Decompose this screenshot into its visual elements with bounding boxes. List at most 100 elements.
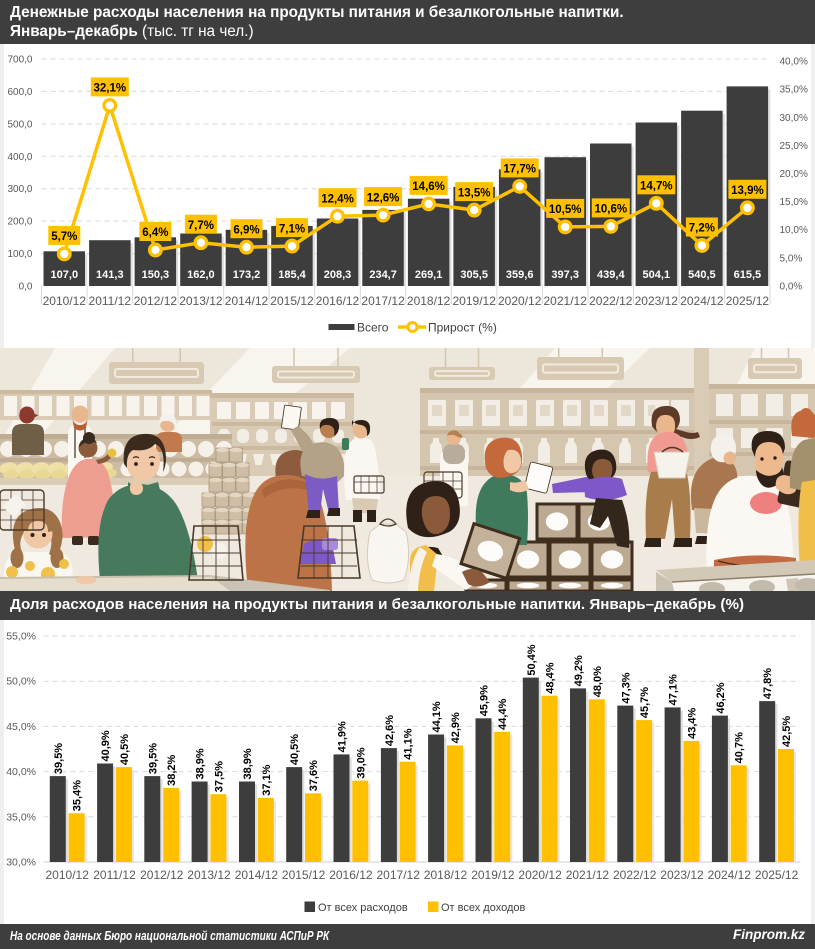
svg-text:15,0%: 15,0% [780,197,808,208]
svg-text:2021/12: 2021/12 [566,868,610,882]
svg-text:2020/12: 2020/12 [518,868,562,882]
svg-text:141,3: 141,3 [96,269,124,281]
svg-text:2011/12: 2011/12 [93,868,136,882]
svg-text:42,5%: 42,5% [781,716,793,747]
svg-text:269,1: 269,1 [415,269,443,281]
svg-text:2016/12: 2016/12 [329,868,373,882]
svg-text:20,0%: 20,0% [780,169,808,180]
svg-text:540,5: 540,5 [688,269,716,281]
svg-text:Всего: Всего [357,321,389,335]
svg-text:500,0: 500,0 [7,119,32,130]
svg-text:2012/12: 2012/12 [140,868,184,882]
svg-text:От всех расходов: От всех расходов [318,902,408,914]
svg-text:439,4: 439,4 [597,269,625,281]
svg-text:10,5%: 10,5% [549,204,582,216]
svg-text:49,2%: 49,2% [573,655,585,686]
svg-text:46,2%: 46,2% [715,682,727,713]
svg-text:2014/12: 2014/12 [235,868,279,882]
svg-text:13,9%: 13,9% [731,185,764,197]
svg-text:45,9%: 45,9% [479,685,491,716]
svg-text:600,0: 600,0 [7,87,32,98]
svg-text:41,9%: 41,9% [337,721,349,752]
svg-text:50,4%: 50,4% [526,644,538,675]
svg-text:2020/12: 2020/12 [498,294,542,308]
svg-text:359,6: 359,6 [506,269,534,281]
svg-text:185,4: 185,4 [278,269,306,281]
svg-text:38,2%: 38,2% [166,754,178,785]
svg-text:39,0%: 39,0% [355,747,367,778]
svg-text:35,0%: 35,0% [780,85,808,96]
svg-text:2022/12: 2022/12 [589,294,633,308]
svg-text:2014/12: 2014/12 [225,294,269,308]
svg-text:32,1%: 32,1% [93,83,126,95]
svg-text:35,4%: 35,4% [72,780,84,811]
svg-text:47,3%: 47,3% [620,672,632,703]
svg-text:13,5%: 13,5% [458,187,491,199]
svg-text:40,0%: 40,0% [780,57,808,68]
svg-text:37,6%: 37,6% [308,760,320,791]
svg-text:2025/12: 2025/12 [755,868,799,882]
svg-text:0,0%: 0,0% [780,282,803,293]
svg-text:44,1%: 44,1% [431,701,443,732]
svg-text:48,4%: 48,4% [545,662,557,693]
svg-text:2025/12: 2025/12 [726,294,770,308]
svg-text:2011/12: 2011/12 [89,294,132,308]
svg-text:5,0%: 5,0% [780,253,803,264]
svg-text:0,0: 0,0 [19,282,33,293]
svg-text:40,0%: 40,0% [6,766,36,778]
svg-text:300,0: 300,0 [7,184,32,195]
svg-text:30,0%: 30,0% [6,857,36,869]
svg-text:40,7%: 40,7% [734,732,746,763]
svg-text:2024/12: 2024/12 [708,868,752,882]
svg-text:14,6%: 14,6% [412,181,445,193]
svg-text:39,5%: 39,5% [53,743,65,774]
svg-text:2019/12: 2019/12 [453,294,497,308]
svg-text:2022/12: 2022/12 [613,868,657,882]
svg-text:10,0%: 10,0% [780,225,808,236]
svg-text:47,8%: 47,8% [762,668,774,699]
svg-text:2015/12: 2015/12 [282,868,326,882]
svg-text:7,1%: 7,1% [279,223,305,235]
svg-text:17,7%: 17,7% [503,164,536,176]
svg-text:12,4%: 12,4% [321,193,354,205]
svg-text:150,3: 150,3 [142,269,170,281]
svg-text:2017/12: 2017/12 [377,868,421,882]
svg-text:107,0: 107,0 [51,269,79,281]
svg-text:6,9%: 6,9% [233,224,259,236]
svg-text:2018/12: 2018/12 [424,868,468,882]
svg-text:2017/12: 2017/12 [361,294,405,308]
svg-text:12,6%: 12,6% [367,192,400,204]
svg-text:48,0%: 48,0% [592,666,604,697]
svg-text:2018/12: 2018/12 [407,294,451,308]
svg-text:400,0: 400,0 [7,152,32,163]
svg-text:2010/12: 2010/12 [46,868,90,882]
svg-text:10,6%: 10,6% [594,204,627,216]
svg-text:2021/12: 2021/12 [544,294,588,308]
svg-text:2024/12: 2024/12 [680,294,724,308]
svg-text:37,1%: 37,1% [261,764,273,795]
svg-text:6,4%: 6,4% [142,227,168,239]
svg-text:42,6%: 42,6% [384,715,396,746]
svg-text:Прирост (%): Прирост (%) [428,321,497,335]
svg-text:45,7%: 45,7% [639,687,651,718]
svg-text:234,7: 234,7 [369,269,397,281]
svg-text:От всех доходов: От всех доходов [441,902,526,914]
svg-text:38,9%: 38,9% [242,748,254,779]
svg-text:44,4%: 44,4% [497,698,509,729]
svg-text:35,0%: 35,0% [6,811,36,823]
svg-text:2019/12: 2019/12 [471,868,515,882]
svg-text:37,5%: 37,5% [213,761,225,792]
svg-text:38,9%: 38,9% [195,748,207,779]
svg-text:2023/12: 2023/12 [660,868,704,882]
svg-text:2016/12: 2016/12 [316,294,360,308]
svg-text:40,5%: 40,5% [289,734,301,765]
svg-text:40,5%: 40,5% [119,734,131,765]
svg-text:2012/12: 2012/12 [134,294,178,308]
svg-text:47,1%: 47,1% [668,674,680,705]
svg-text:2010/12: 2010/12 [43,294,87,308]
svg-text:43,4%: 43,4% [686,707,698,738]
svg-text:30,0%: 30,0% [780,113,808,124]
svg-text:7,7%: 7,7% [188,220,214,232]
svg-text:50,0%: 50,0% [6,676,36,688]
svg-text:2015/12: 2015/12 [270,294,314,308]
